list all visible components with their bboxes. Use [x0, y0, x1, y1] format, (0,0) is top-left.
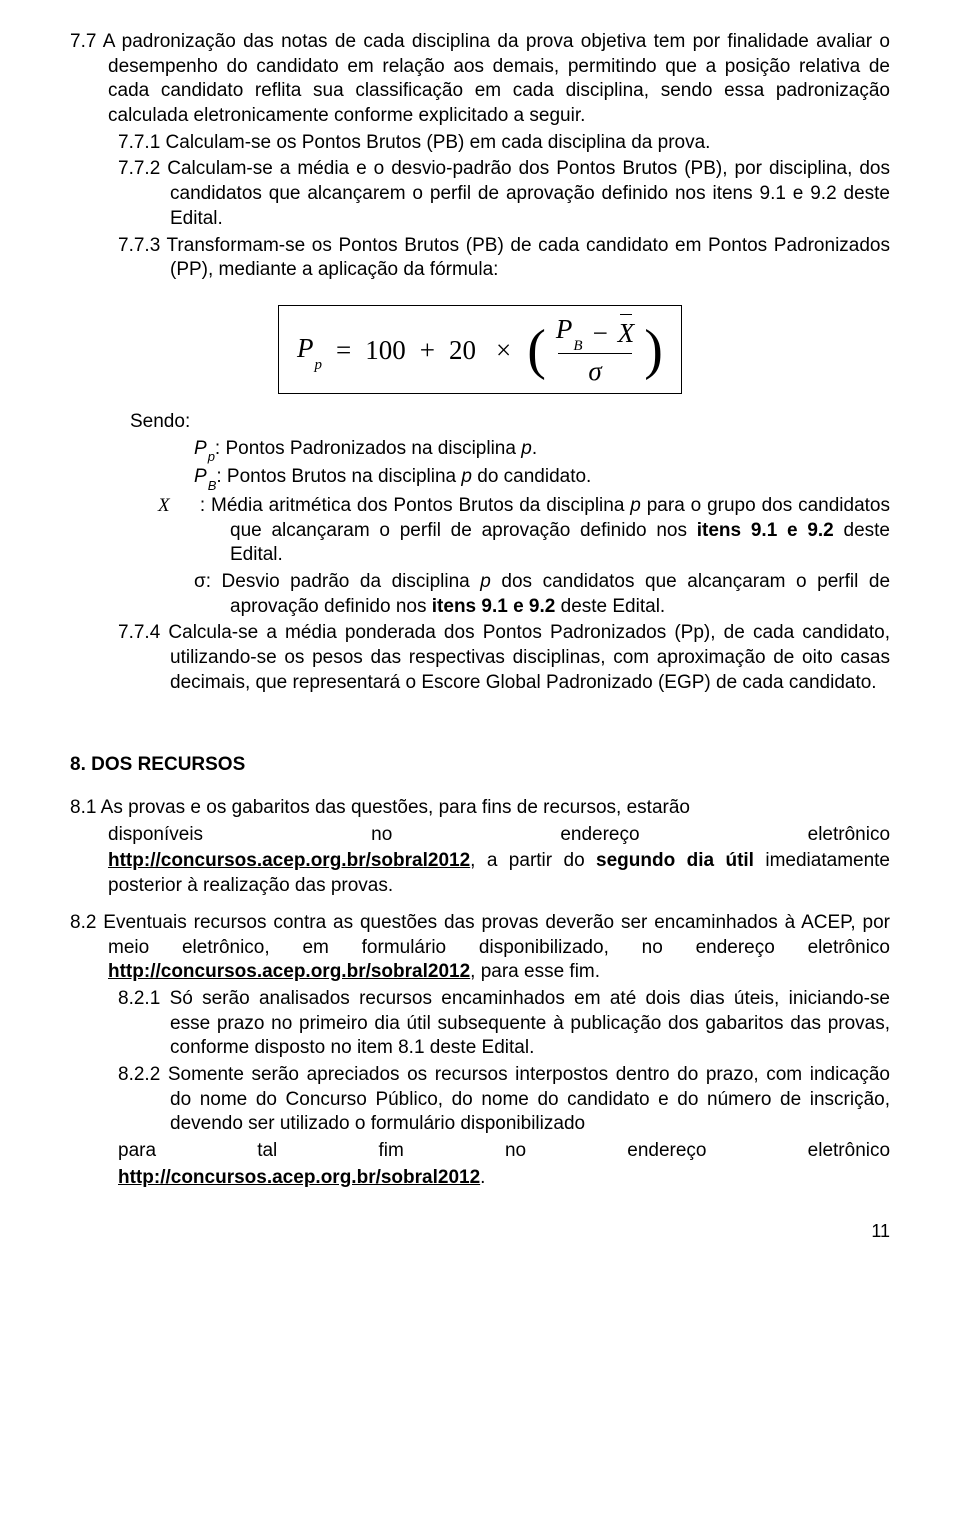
def-sigma-end: deste Edital. [555, 596, 665, 617]
item-8-2-2-line: para tal fim no endereço eletrônico [70, 1139, 890, 1164]
def-pb-disc: p [461, 466, 472, 487]
item-8-1-line1: 8.1 As provas e os gabaritos das questõe… [70, 796, 890, 821]
def-sigma-sym: σ [194, 571, 206, 592]
item-7-7-4: 7.7.4 Calcula-se a média ponderada dos P… [70, 621, 890, 695]
sendo-label: Sendo: [70, 410, 890, 435]
item-8-2-2-link-line: http://concursos.acep.org.br/sobral2012. [70, 1166, 890, 1191]
formula-xbar-x: X [618, 318, 635, 348]
item-8-1-w2: no [371, 824, 392, 845]
def-pb-end: do candidato. [472, 466, 591, 487]
item-7-7-2: 7.7.2 Calculam-se a média e o desvio-pad… [70, 157, 890, 231]
item-8-2-2-w5: endereço [627, 1140, 706, 1161]
def-xbar: X : Média aritmética dos Pontos Brutos d… [230, 494, 890, 568]
item-8-1-w1: disponíveis [108, 824, 203, 845]
item-8-1-line2: disponíveis no endereço eletrônico [70, 823, 890, 848]
formula-pb-sub: B [573, 338, 582, 354]
def-pb-sym: P [194, 466, 207, 487]
def-sigma-bold: itens 9.1 e 9.2 [432, 596, 556, 617]
formula-lhs-var: P [297, 333, 314, 363]
formula-100: 100 [365, 333, 406, 368]
item-8-1: 8.1 As provas e os gabaritos das questõe… [70, 796, 890, 899]
item-8-2-2-link[interactable]: http://concursos.acep.org.br/sobral2012 [118, 1167, 480, 1188]
item-8-2-2-w4: no [505, 1140, 526, 1161]
def-pb-sub: B [208, 478, 217, 493]
def-sigma-a: : Desvio padrão da disciplina [206, 571, 481, 592]
def-pp-text: : Pontos Padronizados na disciplina [215, 438, 521, 459]
item-7-7-1: 7.7.1 Calculam-se os Pontos Brutos (PB) … [70, 131, 890, 156]
formula-rparen: ) [644, 328, 663, 373]
item-8-1-t1: , a partir do [470, 850, 596, 871]
def-pb: PB: Pontos Brutos na disciplina p do can… [230, 465, 890, 492]
page-number: 11 [70, 1220, 890, 1243]
formula-xbar: X [618, 316, 635, 351]
item-8-2: 8.2 Eventuais recursos contra as questõe… [70, 911, 890, 985]
def-xbar-a: : Média aritmética dos Pontos Brutos da … [194, 495, 630, 516]
formula-pb-var: P [556, 314, 573, 344]
item-8-1-link[interactable]: http://concursos.acep.org.br/sobral2012 [108, 850, 470, 871]
item-8-2-2: 8.2.2 Somente serão apreciados os recurs… [70, 1063, 890, 1190]
def-xbar-disc: p [630, 495, 641, 516]
formula-container: Pp = 100 + 20 × ( PB − X σ ) [70, 305, 890, 394]
sendo-block: Sendo: Pp: Pontos Padronizados na discip… [70, 410, 890, 620]
formula-box: Pp = 100 + 20 × ( PB − X σ ) [278, 305, 682, 394]
item-8-2-2-w3: fim [378, 1140, 403, 1161]
item-8-2-2-w1: para [118, 1140, 156, 1161]
formula-20: 20 [449, 333, 476, 368]
formula-eq: = [336, 333, 351, 368]
def-xbar-bold: itens 9.1 e 9.2 [697, 520, 834, 541]
def-pp-sym: P [194, 438, 207, 459]
section-8-heading: 8. DOS RECURSOS [70, 753, 890, 778]
formula-fraction: PB − X σ [550, 312, 640, 389]
formula-plus: + [420, 333, 435, 368]
def-pp: Pp: Pontos Padronizados na disciplina p. [230, 437, 890, 464]
item-7-7-3: 7.7.3 Transformam-se os Pontos Brutos (P… [70, 234, 890, 283]
item-8-2-1: 8.2.1 Só serão analisados recursos encam… [70, 987, 890, 1061]
formula-sigma: σ [588, 356, 601, 386]
item-8-1-bold: segundo dia útil [596, 850, 754, 871]
item-8-2-link[interactable]: http://concursos.acep.org.br/sobral2012 [108, 961, 470, 982]
item-8-2-a: 8.2 Eventuais recursos contra as questõe… [70, 912, 890, 958]
item-8-1-w4: eletrônico [808, 824, 890, 845]
formula-lparen: ( [527, 328, 546, 373]
def-sigma: σ: Desvio padrão da disciplina p dos can… [230, 570, 890, 619]
item-8-1-line3: http://concursos.acep.org.br/sobral2012,… [70, 849, 890, 898]
def-sigma-disc: p [480, 571, 491, 592]
item-8-2-2-a: 8.2.2 Somente serão apreciados os recurs… [70, 1063, 890, 1137]
formula-lhs-sub: p [315, 357, 323, 373]
def-pp-sub: p [208, 449, 215, 464]
item-8-2-2-w2: tal [257, 1140, 277, 1161]
item-8-2-2-end: . [480, 1167, 485, 1188]
item-7-7: 7.7 A padronização das notas de cada dis… [70, 30, 890, 129]
formula-minus: − [593, 316, 608, 351]
def-pp-disc: p [521, 438, 532, 459]
item-8-1-w3: endereço [560, 824, 639, 845]
formula-times: × [496, 333, 511, 368]
def-pb-text: : Pontos Brutos na disciplina [216, 466, 461, 487]
item-8-2-b: , para esse fim. [470, 961, 600, 982]
def-pp-end: . [532, 438, 537, 459]
item-8-2-2-w6: eletrônico [808, 1140, 890, 1161]
